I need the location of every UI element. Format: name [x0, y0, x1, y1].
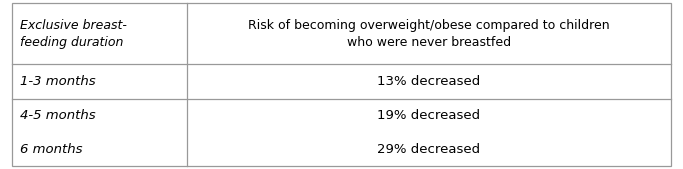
Text: 19% decreased: 19% decreased — [377, 109, 480, 122]
Text: 13% decreased: 13% decreased — [377, 75, 480, 88]
Text: 1-3 months: 1-3 months — [20, 75, 96, 88]
Text: 4-5 months: 4-5 months — [20, 109, 96, 122]
Text: 6 months: 6 months — [20, 143, 83, 156]
Text: 29% decreased: 29% decreased — [377, 143, 480, 156]
Text: Exclusive breast-
feeding duration: Exclusive breast- feeding duration — [20, 19, 127, 49]
Text: Risk of becoming overweight/obese compared to children
who were never breastfed: Risk of becoming overweight/obese compar… — [248, 19, 609, 49]
